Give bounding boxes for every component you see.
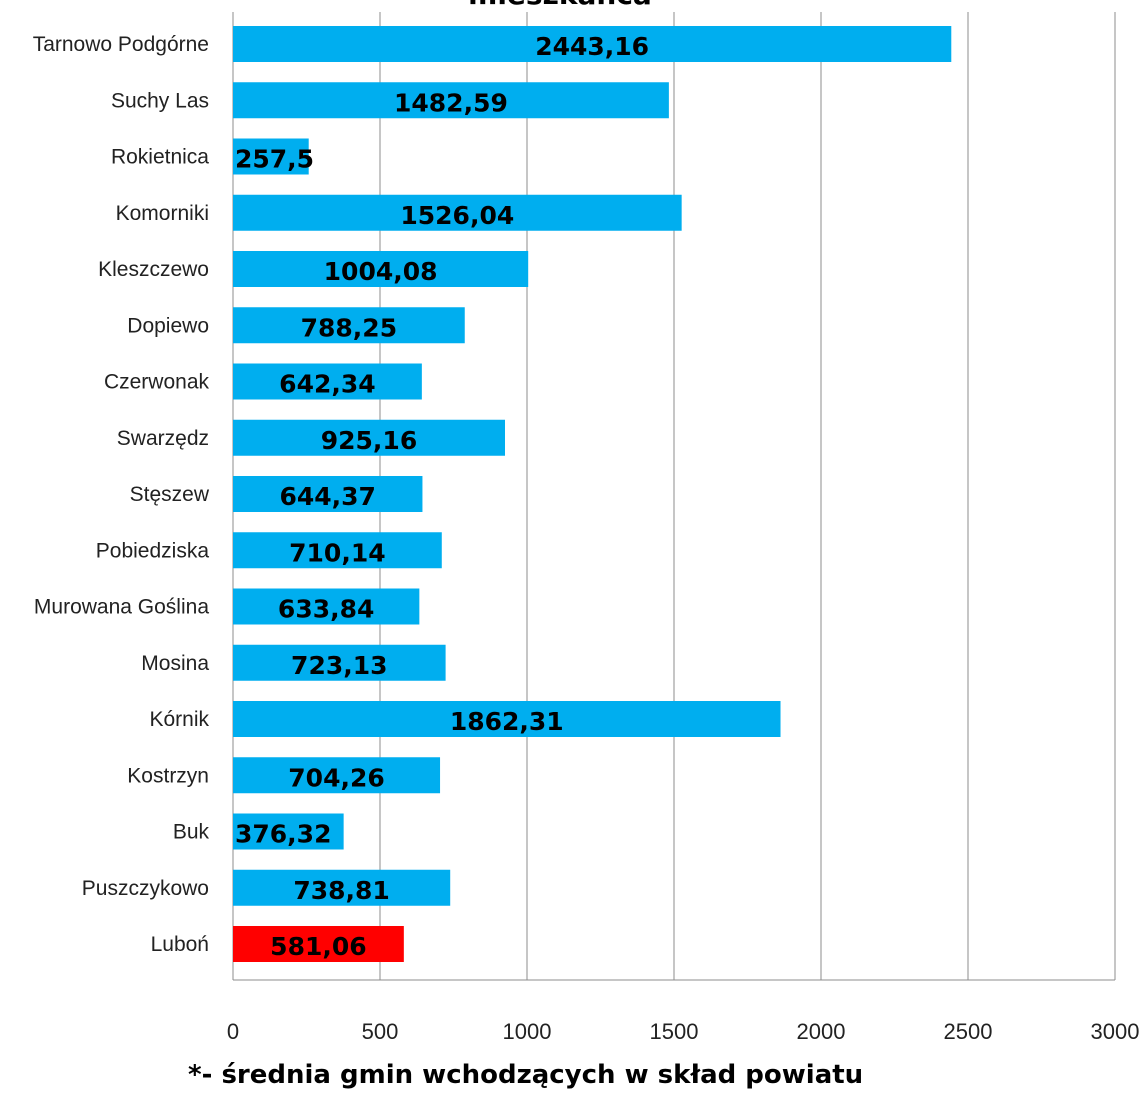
bar (233, 532, 442, 569)
x-tick-label: 1500 (650, 1019, 699, 1044)
category-label: Pobiedziska (96, 539, 210, 562)
bar (233, 813, 344, 850)
x-tick-label: 3000 (1091, 1019, 1140, 1044)
x-tick-label: 500 (362, 1019, 399, 1044)
data-label: 2443,16 (535, 32, 649, 61)
category-label: Kleszczewo (98, 258, 209, 281)
data-label: 633,84 (278, 595, 374, 624)
data-label: 1526,04 (400, 201, 514, 230)
category-label: Tarnowo Podgórne (33, 33, 209, 56)
category-label: Dopiewo (127, 314, 209, 337)
x-tick-label: 2500 (944, 1019, 993, 1044)
data-label: 925,16 (321, 426, 417, 455)
bar (233, 644, 446, 681)
category-label: Mosina (141, 652, 209, 675)
data-label: 1862,31 (450, 707, 564, 736)
data-label: 723,13 (291, 651, 387, 680)
data-label: 738,81 (293, 876, 389, 905)
category-label: Suchy Las (111, 89, 209, 112)
data-label: 788,25 (301, 313, 397, 342)
bar (233, 757, 441, 794)
category-label: Buk (173, 821, 210, 844)
data-labels: 2443,16 1482,59 257,5 1526,04 1004,08 788,25 6… (235, 32, 649, 961)
data-label: 376,32 (235, 820, 331, 849)
data-label: 1004,08 (324, 257, 438, 286)
bar (233, 363, 422, 400)
data-label: 257,5 (235, 145, 314, 174)
bar (233, 419, 505, 456)
bar (233, 251, 529, 287)
chart-title: mieszkańca (468, 0, 652, 11)
category-label: Luboń (151, 933, 209, 956)
bar (233, 476, 423, 512)
category-labels: Tarnowo Podgórne Suchy Las Rokietnica Komor… (33, 33, 210, 956)
bar (233, 138, 309, 175)
category-label: Czerwonak (104, 371, 210, 394)
bar (233, 82, 669, 119)
data-label: 644,37 (279, 482, 375, 511)
data-label: 1482,59 (394, 88, 508, 117)
x-tick-label: 2000 (797, 1019, 846, 1044)
bar (233, 307, 465, 344)
data-label: 642,34 (279, 370, 375, 399)
x-tick-label: 1000 (503, 1019, 552, 1044)
category-label: Puszczykowo (82, 877, 209, 900)
bar (233, 26, 952, 62)
data-label: 704,26 (288, 763, 384, 792)
bar (233, 588, 420, 625)
bar (233, 926, 404, 962)
chart-footnote: *- średnia gmin wchodzących w skład powi… (188, 1060, 863, 1090)
category-label: Swarzędz (117, 427, 209, 450)
category-label: Rokietnica (111, 146, 209, 169)
category-label: Murowana Goślina (34, 596, 209, 619)
bar (233, 701, 781, 737)
bar (233, 194, 682, 231)
category-label: Stęszew (130, 483, 210, 506)
category-label: Kostrzyn (127, 764, 209, 787)
data-label: 581,06 (270, 932, 366, 961)
data-label: 710,14 (289, 538, 385, 567)
x-tick-label: 0 (227, 1019, 239, 1044)
x-axis-tick-labels: 0 500 1000 1500 2000 2500 3000 (227, 1019, 1140, 1044)
category-label: Komorniki (116, 202, 209, 225)
bars (233, 26, 952, 962)
category-label: Kórnik (149, 708, 209, 731)
bar (233, 869, 451, 906)
